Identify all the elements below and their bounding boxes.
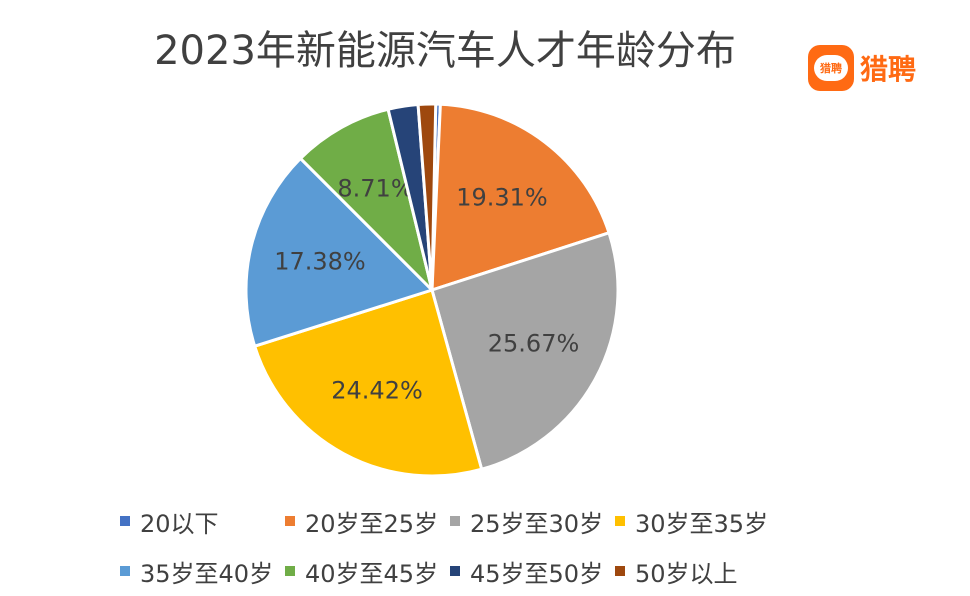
legend-item: 40岁至45岁 bbox=[285, 554, 450, 589]
data-label: 17.38% bbox=[274, 248, 366, 276]
legend-row-2: 35岁至40岁 40岁至45岁 45岁至50岁 50岁以上 bbox=[120, 546, 820, 596]
legend-swatch bbox=[615, 516, 625, 526]
data-label: 25.67% bbox=[488, 330, 580, 358]
legend-label: 20岁至25岁 bbox=[305, 509, 439, 538]
pie-slice bbox=[244, 156, 434, 348]
legend-label: 30岁至35岁 bbox=[635, 509, 769, 538]
legend-item: 20以下 bbox=[120, 504, 285, 539]
pie-slice bbox=[430, 102, 611, 292]
legend-label: 20以下 bbox=[140, 509, 219, 538]
legend-item: 45岁至50岁 bbox=[450, 554, 615, 589]
data-label: 19.31% bbox=[456, 183, 548, 211]
data-label: 8.71% bbox=[337, 174, 413, 202]
legend-label: 50岁以上 bbox=[635, 559, 738, 588]
legend-row-1: 20以下 20岁至25岁 25岁至30岁 30岁至35岁 bbox=[120, 496, 820, 546]
legend-swatch bbox=[450, 566, 460, 576]
liepin-logo: 猎聘 猎聘 bbox=[808, 44, 916, 92]
legend-item: 20岁至25岁 bbox=[285, 504, 450, 539]
legend-item: 25岁至30岁 bbox=[450, 504, 615, 539]
pie-slice bbox=[298, 107, 434, 292]
pie-chart: 19.31% 25.67% 24.42% 17.38% 8.71% bbox=[244, 102, 620, 478]
legend-swatch bbox=[285, 516, 295, 526]
chart-title: 2023年新能源汽车人才年龄分布 bbox=[154, 28, 736, 74]
legend-swatch bbox=[450, 516, 460, 526]
liepin-logo-icon: 猎聘 bbox=[808, 45, 854, 91]
pie-slice bbox=[430, 231, 620, 471]
data-label: 24.42% bbox=[331, 376, 423, 404]
legend-label: 25岁至30岁 bbox=[470, 509, 604, 538]
legend-item: 30岁至35岁 bbox=[615, 504, 780, 539]
logo-text: 猎聘 bbox=[860, 53, 917, 86]
legend-item: 35岁至40岁 bbox=[120, 554, 285, 589]
legend-label: 45岁至50岁 bbox=[470, 559, 604, 588]
legend-swatch bbox=[285, 566, 295, 576]
pie-slice bbox=[416, 102, 438, 292]
legend-swatch bbox=[120, 566, 130, 576]
logo-mark-text: 猎聘 bbox=[814, 55, 848, 81]
chart-legend: 20以下 20岁至25岁 25岁至30岁 30岁至35岁 35岁至40岁 40岁… bbox=[120, 496, 820, 596]
pie-slice bbox=[253, 288, 484, 478]
legend-swatch bbox=[120, 516, 130, 526]
legend-swatch bbox=[615, 566, 625, 576]
legend-label: 35岁至40岁 bbox=[140, 559, 274, 588]
legend-label: 40岁至45岁 bbox=[305, 559, 439, 588]
legend-item: 50岁以上 bbox=[615, 554, 780, 589]
